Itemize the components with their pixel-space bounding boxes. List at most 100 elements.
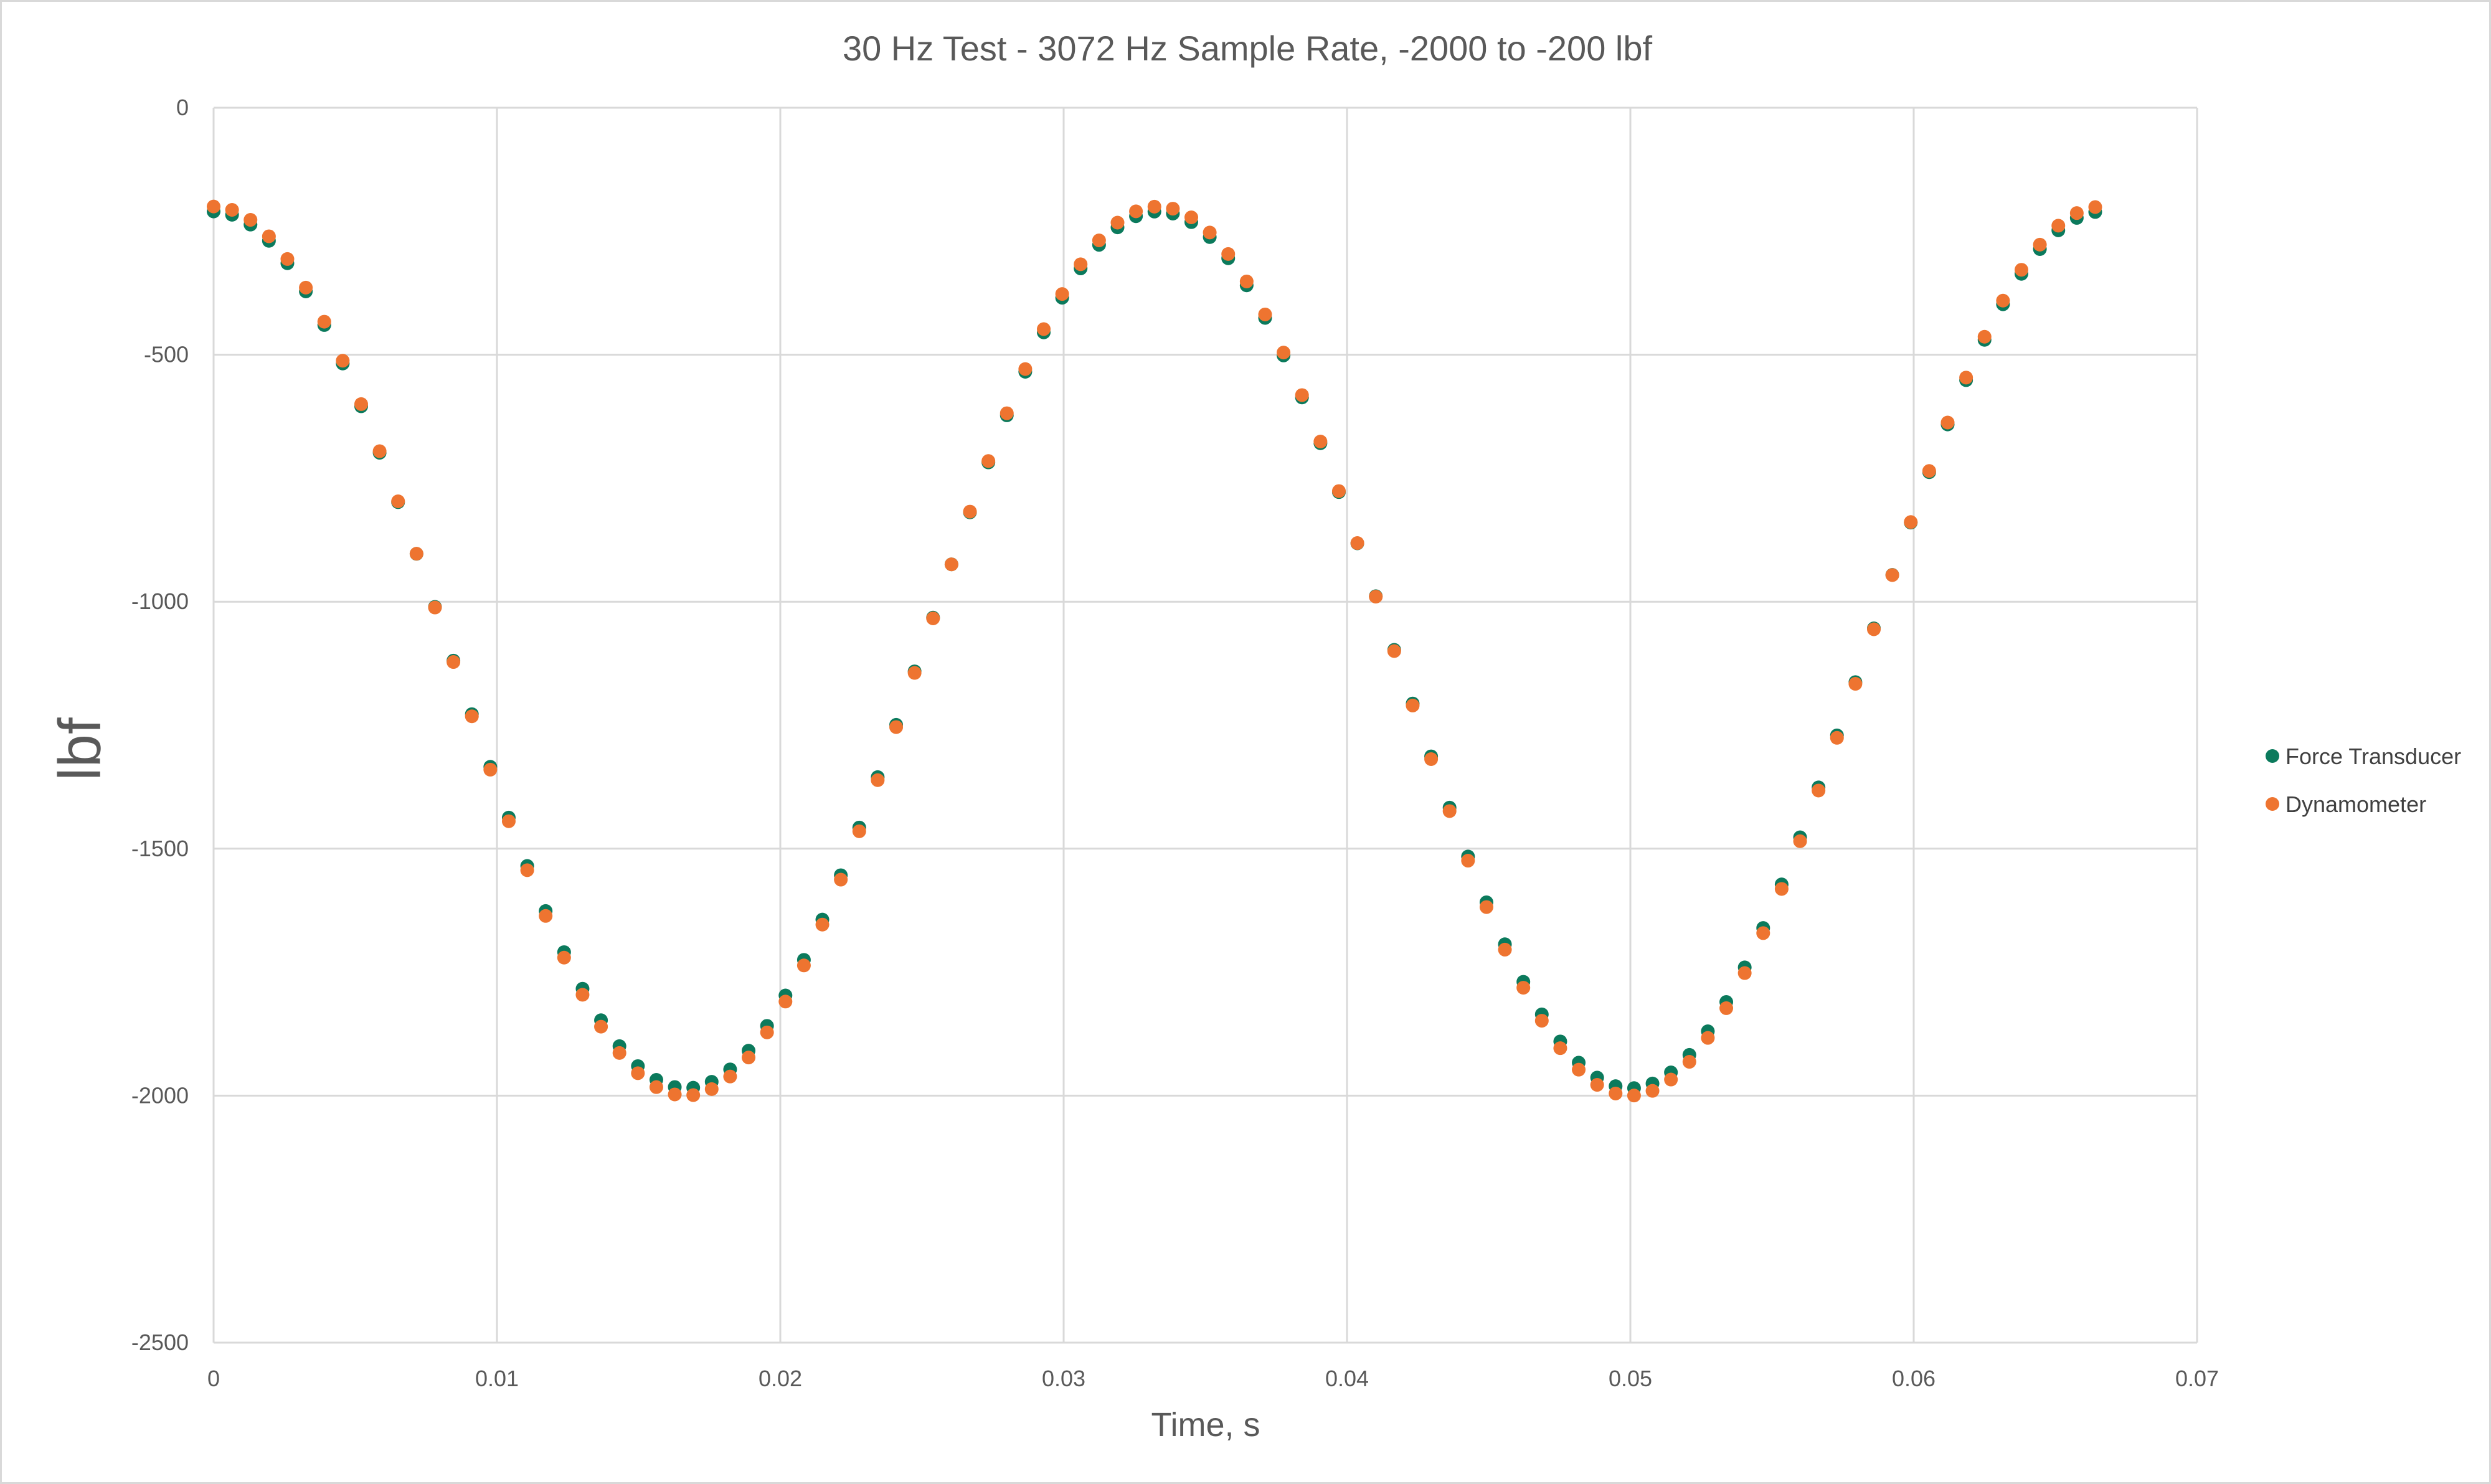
data-point — [1572, 1062, 1586, 1077]
data-point — [1516, 981, 1531, 995]
data-point — [1074, 257, 1088, 272]
data-point — [1627, 1089, 1641, 1103]
data-point — [631, 1066, 645, 1080]
data-point — [447, 655, 461, 669]
data-point — [243, 213, 258, 227]
data-point — [280, 252, 295, 266]
data-point — [778, 995, 793, 1009]
data-point — [336, 354, 350, 368]
data-point — [1534, 1014, 1549, 1028]
data-point — [575, 988, 590, 1002]
data-point — [1461, 854, 1475, 868]
data-point — [1350, 536, 1364, 551]
data-point — [520, 863, 534, 877]
data-point — [262, 229, 276, 243]
data-point — [1110, 215, 1125, 230]
data-point — [594, 1019, 608, 1034]
data-point — [1037, 322, 1051, 336]
x-tick-label: 0.03 — [1042, 1366, 1085, 1391]
data-point — [372, 444, 387, 458]
legend: Force Transducer Dynamometer — [2266, 744, 2461, 817]
y-tick-label: -1500 — [131, 836, 189, 861]
y-tick-label: -2500 — [131, 1330, 189, 1355]
data-point — [1424, 752, 1439, 766]
data-point — [668, 1087, 682, 1102]
data-point — [428, 600, 442, 615]
data-point — [1387, 644, 1401, 658]
data-point — [1830, 730, 1844, 745]
data-point — [465, 709, 479, 724]
data-point — [704, 1082, 719, 1096]
x-axis-label: Time, s — [1151, 1406, 1260, 1444]
legend-label: Dynamometer — [2285, 792, 2426, 817]
data-point — [815, 917, 830, 932]
data-point — [1940, 415, 1955, 430]
data-point — [2014, 263, 2028, 277]
data-point — [944, 557, 958, 572]
data-point — [1166, 202, 1180, 216]
data-point — [612, 1046, 626, 1060]
data-point — [1239, 274, 1254, 288]
data-point — [557, 950, 571, 965]
x-tick-label: 0.02 — [759, 1366, 802, 1391]
data-point — [1885, 568, 1899, 582]
data-point — [981, 454, 996, 468]
series-layer — [207, 199, 2102, 1103]
data-point — [1848, 677, 1863, 691]
grid-layer — [212, 106, 2198, 1344]
legend-marker — [2266, 797, 2279, 811]
data-point — [649, 1080, 663, 1094]
data-point — [1959, 371, 1973, 385]
data-point — [1701, 1031, 1715, 1045]
x-tick-label: 0.01 — [475, 1366, 519, 1391]
data-point — [1812, 783, 1826, 798]
data-point — [1498, 942, 1512, 957]
data-point — [1756, 926, 1770, 940]
data-point — [1609, 1086, 1623, 1100]
data-point — [1369, 590, 1383, 604]
data-point — [2033, 237, 2047, 252]
data-point — [889, 720, 904, 734]
data-point — [1184, 210, 1198, 224]
data-point — [1922, 464, 1936, 478]
data-point — [871, 773, 885, 787]
data-point — [1295, 388, 1309, 402]
data-point — [1664, 1072, 1678, 1087]
x-tick-label: 0.05 — [1609, 1366, 1652, 1391]
data-point — [742, 1051, 756, 1065]
data-point — [1553, 1041, 1567, 1056]
data-point — [796, 958, 811, 973]
chart-title: 30 Hz Test - 3072 Hz Sample Rate, -2000 … — [843, 29, 1653, 68]
data-point — [834, 872, 848, 887]
data-point — [1719, 1001, 1734, 1015]
data-point — [1092, 233, 1106, 247]
data-point — [1774, 882, 1789, 896]
data-point — [501, 814, 516, 828]
y-tick-label: -2000 — [131, 1082, 189, 1108]
y-tick-label: -500 — [144, 342, 189, 367]
legend-entry: Dynamometer — [2266, 792, 2426, 817]
data-point — [2088, 200, 2102, 214]
data-point — [1313, 434, 1328, 448]
data-point — [1258, 307, 1272, 321]
data-point — [539, 909, 553, 923]
data-point — [409, 547, 423, 561]
data-point — [1000, 406, 1014, 420]
legend-label: Force Transducer — [2285, 744, 2461, 769]
data-point — [1018, 362, 1033, 376]
data-point — [723, 1069, 737, 1084]
data-point — [963, 504, 977, 519]
data-point — [483, 762, 498, 777]
data-point — [1331, 484, 1346, 498]
series-force-transducer — [207, 204, 2102, 1095]
legend-entry: Force Transducer — [2266, 744, 2461, 769]
data-point — [1147, 199, 1161, 214]
data-point — [1129, 204, 1143, 219]
data-point — [225, 203, 239, 217]
data-point — [1645, 1084, 1660, 1098]
data-point — [852, 824, 866, 838]
data-point — [1682, 1055, 1696, 1069]
x-tick-label: 0.04 — [1325, 1366, 1369, 1391]
legend-marker — [2266, 749, 2279, 763]
